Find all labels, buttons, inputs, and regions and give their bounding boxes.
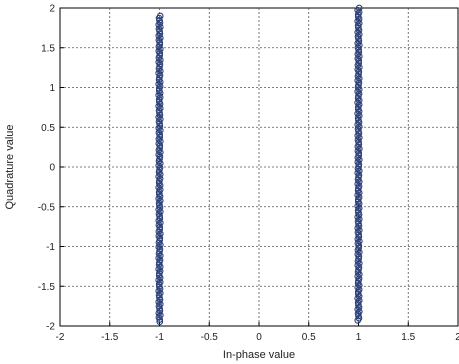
data-point bbox=[156, 49, 164, 57]
data-point bbox=[155, 281, 163, 288]
data-point bbox=[355, 242, 363, 249]
data-point bbox=[355, 46, 362, 54]
x-tick-labels: -2 -1.5 -1 -0.5 0 0.5 1 1.5 2 bbox=[56, 332, 459, 343]
data-point bbox=[156, 318, 164, 326]
x-tick-label: -2 bbox=[56, 332, 65, 343]
y-tick-label: -1.5 bbox=[38, 282, 56, 293]
y-tick-label: 1 bbox=[49, 83, 55, 94]
y-tick-label: 0.5 bbox=[41, 123, 55, 134]
data-point bbox=[354, 299, 362, 307]
data-point bbox=[354, 196, 362, 203]
y-tick-label: -0.5 bbox=[38, 202, 56, 213]
data-point bbox=[156, 131, 164, 139]
data-point bbox=[355, 92, 362, 100]
y-axis-label: Quadrature value bbox=[4, 125, 16, 210]
data-point bbox=[155, 96, 163, 103]
data-point bbox=[354, 114, 362, 122]
x-tick-label: 0 bbox=[256, 332, 262, 343]
data-point bbox=[354, 11, 362, 18]
data-point bbox=[156, 38, 164, 46]
data-point bbox=[355, 57, 363, 65]
data-point bbox=[354, 103, 362, 111]
data-point bbox=[355, 231, 362, 238]
y-tick-label: -2 bbox=[46, 322, 55, 333]
data-point bbox=[156, 316, 164, 323]
y-tick-label: 2 bbox=[49, 4, 55, 15]
x-tick-label: 1 bbox=[356, 332, 362, 343]
data-point bbox=[156, 142, 164, 150]
x-tick-label: -1 bbox=[155, 332, 164, 343]
x-tick-label: -1.5 bbox=[101, 332, 119, 343]
data-point bbox=[155, 188, 163, 196]
x-tick-label: 2 bbox=[455, 332, 459, 343]
x-tick-label: 0.5 bbox=[302, 332, 316, 343]
data-point bbox=[355, 185, 362, 192]
data-point bbox=[355, 253, 363, 260]
y-tick-label: 0 bbox=[49, 163, 55, 174]
data-point bbox=[355, 160, 363, 168]
data-point bbox=[354, 207, 362, 214]
plot-area bbox=[59, 7, 459, 327]
data-point bbox=[156, 223, 164, 231]
data-point bbox=[354, 317, 362, 324]
data-points bbox=[155, 4, 363, 326]
y-tick-label: -1 bbox=[46, 242, 55, 253]
data-point bbox=[355, 149, 363, 157]
y-tick-labels: -2 -1.5 -1 -0.5 0 0.5 1 1.5 2 bbox=[38, 4, 56, 333]
x-tick-label: -0.5 bbox=[201, 332, 219, 343]
data-point bbox=[155, 177, 163, 185]
data-point bbox=[355, 68, 363, 76]
data-point bbox=[354, 22, 362, 29]
data-point bbox=[155, 270, 163, 277]
data-point bbox=[355, 277, 362, 285]
data-point bbox=[355, 138, 362, 146]
x-tick-label: 1.5 bbox=[401, 332, 415, 343]
data-point bbox=[155, 85, 163, 92]
data-point bbox=[354, 288, 362, 296]
data-point bbox=[156, 234, 164, 242]
x-axis-label: In-phase value bbox=[223, 349, 295, 361]
y-tick-label: 1.5 bbox=[41, 43, 55, 54]
